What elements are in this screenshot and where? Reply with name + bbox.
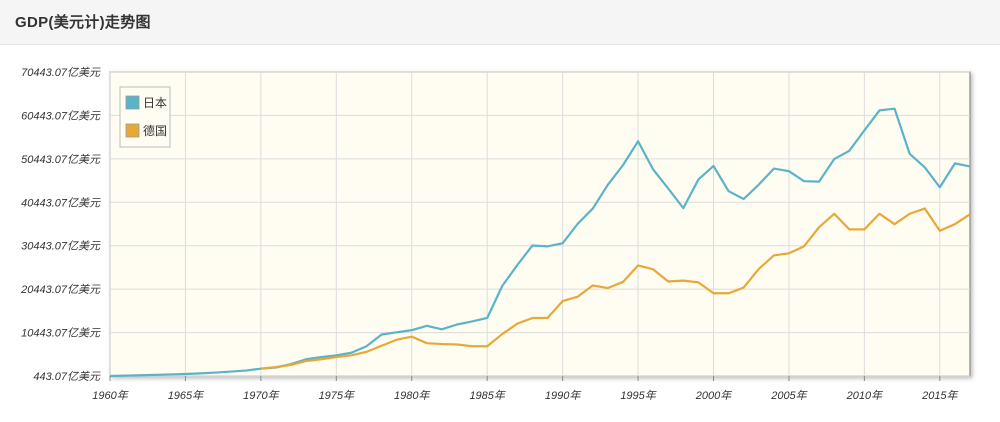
x-tick-label: 1960年 (92, 389, 128, 402)
x-tick-label: 1975年 (319, 389, 355, 402)
x-tick-label: 1970年 (243, 389, 279, 402)
gdp-line-chart: 443.07亿美元 10443.07亿美元 20443.07亿美元 30443.07亿… (20, 66, 971, 402)
x-tick-label: 2000年 (695, 389, 732, 402)
x-tick-label: 2010年 (846, 389, 883, 402)
chart-area: 443.07亿美元 10443.07亿美元 20443.07亿美元 30443.07亿… (0, 44, 1000, 422)
chart-title: GDP(美元计)走势图 (15, 14, 151, 31)
series-line-germany (260, 207, 971, 370)
legend-swatch (125, 123, 140, 138)
legend-label: 德国 (143, 123, 167, 138)
y-tick-label: 20443.07亿美元 (20, 283, 101, 296)
panel-header: GDP(美元计)走势图 (0, 0, 1000, 45)
y-tick-label: 40443.07亿美元 (21, 196, 101, 209)
x-tick-label: 1980年 (394, 389, 430, 402)
y-tick-label: 60443.07亿美元 (21, 109, 101, 122)
x-tick-label: 2015年 (921, 389, 958, 402)
y-tick-label: 30443.07亿美元 (21, 240, 101, 253)
x-tick-label: 1985年 (469, 389, 505, 402)
plot-area (109, 71, 971, 377)
x-tick-label: 1965年 (168, 389, 204, 402)
legend-swatch (125, 95, 140, 110)
legend-label: 日本 (143, 96, 167, 110)
series-line-japan (109, 107, 971, 378)
y-tick-label: 10443.07亿美元 (21, 327, 101, 340)
x-tick-label: 1990年 (545, 389, 581, 402)
x-tick-label: 2005年 (770, 389, 807, 402)
y-tick-label: 50443.07亿美元 (21, 153, 101, 166)
x-tick-label: 1995年 (620, 389, 656, 402)
y-tick-label: 443.07亿美元 (33, 370, 101, 383)
y-tick-label: 70443.07亿美元 (21, 66, 101, 79)
